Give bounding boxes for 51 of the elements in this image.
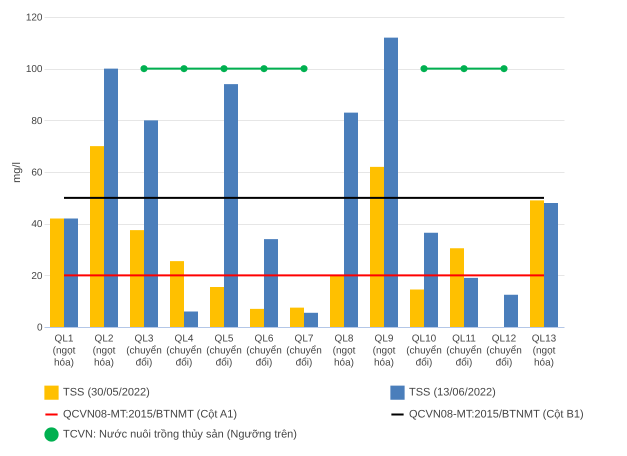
- x-tick-label: QL11 (chuyển đổi): [446, 334, 482, 368]
- legend-label: QCVN08-MT:2015/BTNMT (Cột A1): [63, 408, 238, 420]
- bar: [144, 120, 158, 327]
- y-tick-label: 100: [26, 64, 43, 76]
- bar: [90, 146, 104, 327]
- x-tick-label: QL4 (chuyển đổi): [166, 334, 202, 368]
- x-tick-label: QL3 (chuyển đổi): [126, 334, 162, 368]
- bar: [64, 218, 78, 327]
- bar: [464, 278, 478, 327]
- y-tick-label: 60: [31, 168, 43, 178]
- bar: [544, 203, 558, 327]
- y-tick-label: 20: [31, 270, 43, 282]
- bar: [290, 308, 304, 327]
- x-tick-label: QL2 (ngọt hóa): [92, 334, 116, 368]
- bar: [184, 312, 198, 327]
- bar: [450, 248, 464, 327]
- bar: [250, 308, 264, 327]
- x-tick-label: QL8 (ngọt hóa): [332, 334, 356, 368]
- y-axis-title: mg/l: [10, 162, 23, 183]
- bar: [304, 312, 318, 327]
- bar: [370, 166, 384, 327]
- legend-label: TCVN: Nước nuôi trồng thủy sản (Ngưỡng trên): [63, 428, 297, 440]
- bar: [384, 38, 398, 327]
- x-tick-label: QL6 (chuyển đổi): [246, 334, 282, 368]
- bar: [530, 200, 544, 327]
- legend-label: QCVN08-MT:2015/BTNMT (Cột B1): [409, 408, 584, 420]
- x-tick-label: QL1 (ngọt hóa): [52, 334, 76, 368]
- legend-label: TSS (30/05/2022): [63, 386, 150, 399]
- x-tick-label: QL5 (chuyển đổi): [206, 334, 242, 368]
- x-tick-label: QL12 (chuyển đổi): [486, 334, 522, 368]
- y-tick-label: 40: [31, 219, 43, 230]
- bar: [330, 275, 344, 327]
- x-tick-label: QL7 (chuyển đổi): [286, 334, 322, 368]
- bar: [504, 294, 518, 327]
- bar: [264, 239, 278, 327]
- bar: [344, 112, 358, 327]
- bar: [104, 68, 118, 327]
- x-tick-label: QL9 (ngọt hóa): [372, 334, 396, 368]
- x-tick-label: QL10 (chuyển đổi): [406, 334, 442, 368]
- x-tick-label: QL13 (ngọt hóa): [532, 334, 557, 368]
- bar: [130, 230, 144, 327]
- legend-label: TSS (13/06/2022): [409, 386, 496, 399]
- y-tick-label: 120: [26, 12, 43, 24]
- bar: [410, 290, 424, 327]
- bar: [210, 286, 224, 327]
- bar: [50, 218, 64, 327]
- bar: [224, 84, 238, 327]
- bar: [170, 261, 184, 327]
- bar: [424, 232, 438, 327]
- y-tick-label: 80: [31, 116, 43, 127]
- y-tick-label: 0: [36, 322, 43, 334]
